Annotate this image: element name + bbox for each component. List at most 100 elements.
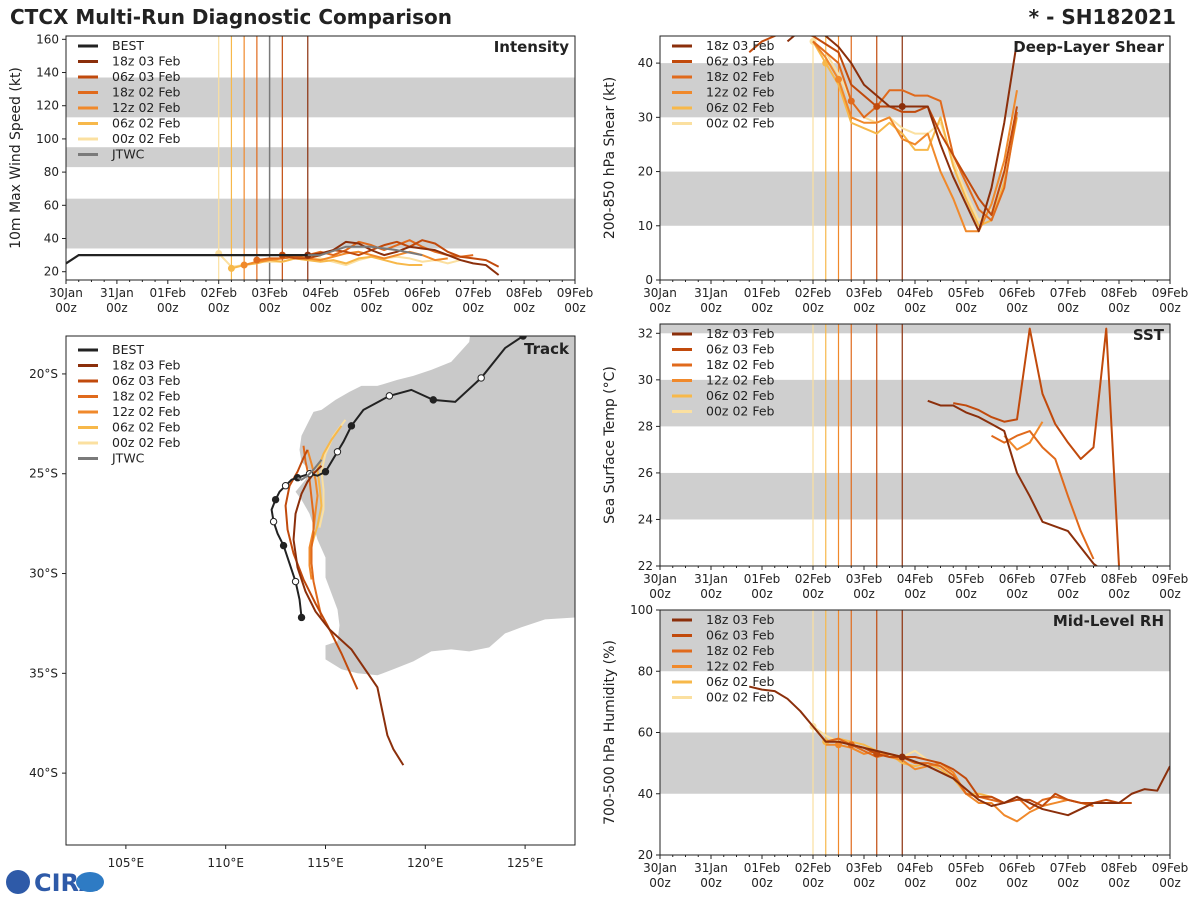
figure-title: CTCX Multi-Run Diagnostic Comparison	[10, 5, 452, 29]
shear-marker-18z-03-feb	[898, 102, 906, 110]
rh-title: Mid-Level RH	[1053, 612, 1164, 630]
shear-band-0	[660, 171, 1170, 226]
shear-xtick-date: 30Jan	[643, 286, 677, 300]
intensity-xtick-date: 31Jan	[100, 286, 134, 300]
track-plot-area	[269, 336, 575, 766]
rh-xtick-hour: 00z	[1057, 876, 1079, 890]
shear-xtick-hour: 00z	[904, 301, 926, 315]
intensity-marker-12z-02-feb	[240, 261, 248, 269]
intensity-xtick-hour: 00z	[513, 301, 535, 315]
rh-series-06z-03-feb	[838, 740, 1132, 807]
rh-xtick-hour: 00z	[1159, 876, 1181, 890]
intensity-band-1	[66, 147, 575, 168]
rh-xtick-date: 30Jan	[643, 861, 677, 875]
rh-xtick-hour: 00z	[700, 876, 722, 890]
rh-legend-label-12z-02-feb: 12z 02 Feb	[706, 659, 775, 674]
rh-ytick-label: 20	[638, 848, 653, 862]
track-best-point	[281, 482, 290, 490]
intensity-xtick-date: 03Feb	[251, 286, 288, 300]
rh-xtick-date: 01Feb	[744, 861, 781, 875]
rh-legend-label-06z-03-feb: 06z 03 Feb	[706, 628, 775, 643]
rh-xtick-date: 04Feb	[897, 861, 934, 875]
intensity-xtick-date: 30Jan	[49, 286, 83, 300]
shear-band-1	[660, 63, 1170, 118]
track-legend-label-06z-02-feb: 06z 02 Feb	[112, 420, 181, 435]
shear-xtick-date: 02Feb	[795, 286, 832, 300]
intensity-xtick-hour: 00z	[310, 301, 332, 315]
track-legend-label-00z-02-feb: 00z 02 Feb	[112, 435, 181, 450]
shear-xtick-date: 06Feb	[999, 286, 1036, 300]
sst-ylabel: Sea Surface Temp (°C)	[602, 366, 618, 524]
shear-xtick-date: 04Feb	[897, 286, 934, 300]
intensity-ytick-label: 20	[44, 265, 59, 279]
rh-xtick-hour: 00z	[802, 876, 824, 890]
intensity-legend-label-00z-02-feb: 00z 02 Feb	[112, 131, 181, 146]
shear-marker-12z-02-feb	[835, 75, 842, 83]
intensity-xtick-hour: 00z	[564, 301, 586, 315]
sst-xtick-date: 30Jan	[643, 572, 677, 586]
sst-xtick-hour: 00z	[904, 587, 926, 601]
shear-xtick-date: 01Feb	[744, 286, 781, 300]
sst-plot-area	[660, 324, 1170, 566]
rh-ytick-label: 40	[638, 787, 653, 801]
track-best-point	[271, 495, 280, 504]
intensity-xtick-hour: 00z	[208, 301, 230, 315]
rh-xtick-date: 06Feb	[999, 861, 1036, 875]
intensity-xtick-hour: 00z	[55, 301, 77, 315]
shear-legend-label-18z-03-feb: 18z 03 Feb	[706, 38, 775, 53]
intensity-title: Intensity	[494, 38, 570, 56]
rh-xtick-date: 02Feb	[795, 861, 832, 875]
rh-legend-label-06z-02-feb: 06z 02 Feb	[706, 674, 775, 689]
sst-xtick-hour: 00z	[1057, 587, 1079, 601]
track-legend-label-jtwc: JTWC	[111, 451, 145, 466]
intensity-series-best	[66, 254, 321, 265]
rh-xtick-date: 07Feb	[1050, 861, 1087, 875]
sst-band-1	[660, 379, 1170, 427]
track-best-point	[279, 541, 288, 550]
intensity-xtick-hour: 00z	[412, 301, 434, 315]
shear-ylabel: 200-850 hPa Shear (kt)	[602, 77, 618, 239]
rh-marker-18z-03-feb	[898, 753, 906, 761]
cira-logo: CIRA	[6, 869, 104, 897]
shear-xtick-date: 05Feb	[948, 286, 985, 300]
sst-ytick-label: 24	[638, 512, 653, 526]
track-xtick-label: 125°E	[507, 856, 544, 870]
shear-xtick-hour: 00z	[1057, 301, 1079, 315]
sst-xtick-hour: 00z	[853, 587, 875, 601]
intensity-legend-label-18z-03-feb: 18z 03 Feb	[112, 54, 181, 69]
intensity-plot-area	[66, 36, 575, 280]
rh-xtick-date: 03Feb	[846, 861, 883, 875]
rh-xtick-hour: 00z	[853, 876, 875, 890]
shear-legend-label-06z-02-feb: 06z 02 Feb	[706, 100, 775, 115]
sst-xtick-date: 31Jan	[694, 572, 728, 586]
sst-band-2	[660, 324, 1170, 334]
track-xtick-label: 115°E	[307, 856, 344, 870]
track-series-18z-03-feb	[292, 465, 405, 766]
track-ytick-label: 40°S	[29, 766, 58, 780]
shear-series-12z-02-feb	[812, 40, 1018, 233]
sst-series-18z-03-feb	[927, 399, 1099, 566]
rh-panel: 2040608010030Jan00z31Jan00z01Feb00z02Feb…	[602, 603, 1188, 890]
shear-ytick-label: 20	[638, 165, 653, 179]
sst-ytick-label: 26	[638, 466, 653, 480]
intensity-panel: 2040608010012014016030Jan00z31Jan00z01Fe…	[8, 32, 593, 315]
track-ytick-label: 25°S	[29, 467, 58, 481]
shear-xtick-date: 09Feb	[1152, 286, 1189, 300]
intensity-xtick-hour: 00z	[259, 301, 281, 315]
intensity-xtick-hour: 00z	[462, 301, 484, 315]
intensity-marker-06z-02-feb	[227, 264, 235, 272]
rh-xtick-hour: 00z	[1006, 876, 1028, 890]
sst-xtick-date: 02Feb	[795, 572, 832, 586]
shear-legend-label-12z-02-feb: 12z 02 Feb	[706, 85, 775, 100]
sst-xtick-hour: 00z	[955, 587, 977, 601]
intensity-xtick-hour: 00z	[361, 301, 383, 315]
intensity-series-jtwc	[307, 245, 423, 257]
shear-xtick-date: 31Jan	[694, 286, 728, 300]
sst-xtick-hour: 00z	[649, 587, 671, 601]
track-legend-label-12z-02-feb: 12z 02 Feb	[112, 404, 181, 419]
